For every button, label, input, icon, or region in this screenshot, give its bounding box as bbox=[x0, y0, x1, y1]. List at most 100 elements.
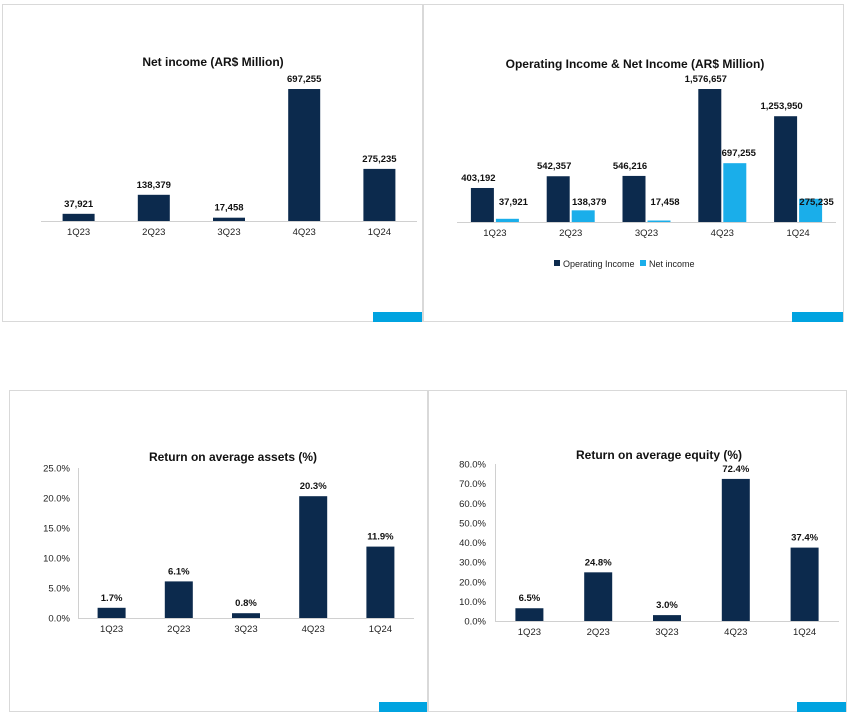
data-label: 20.3% bbox=[300, 481, 327, 492]
data-label: 697,255 bbox=[722, 148, 757, 159]
bar bbox=[232, 613, 260, 618]
y-tick-label: 25.0% bbox=[43, 464, 70, 475]
data-label: 1,576,657 bbox=[685, 74, 727, 85]
chart-title: Net income (AR$ Million) bbox=[142, 55, 283, 69]
bar-net-income bbox=[571, 210, 595, 222]
y-tick-label: 40.0% bbox=[459, 538, 486, 549]
bar-operating-income bbox=[622, 175, 646, 222]
y-tick-label: 80.0% bbox=[459, 460, 486, 471]
bar bbox=[515, 608, 544, 621]
legend-swatch bbox=[640, 260, 646, 266]
data-label: 138,379 bbox=[137, 180, 171, 191]
data-label: 17,458 bbox=[214, 203, 243, 214]
x-tick-label: 3Q23 bbox=[234, 624, 257, 635]
net-income-chart: Net income (AR$ Million) 1Q23 37,921 2Q23 13… bbox=[41, 55, 417, 238]
y-tick-label: 30.0% bbox=[459, 558, 486, 569]
data-label: 37.4% bbox=[791, 533, 818, 544]
legend-swatch bbox=[554, 260, 560, 266]
y-tick-label: 0.0% bbox=[464, 617, 486, 628]
x-tick-label: 1Q24 bbox=[786, 228, 809, 239]
bar bbox=[299, 496, 328, 618]
data-label: 1.7% bbox=[101, 593, 123, 604]
data-label: 72.4% bbox=[722, 464, 749, 475]
data-label: 6.1% bbox=[168, 566, 190, 577]
x-tick-label: 3Q23 bbox=[635, 228, 658, 239]
x-tick-label: 4Q23 bbox=[302, 624, 325, 635]
x-tick-label: 1Q24 bbox=[793, 627, 816, 638]
accent-tab bbox=[797, 702, 846, 712]
accent-tab bbox=[379, 702, 427, 712]
operating-vs-net-income-chart-panel: Operating Income & Net Income (AR$ Milli… bbox=[423, 4, 844, 322]
data-label: 275,235 bbox=[362, 154, 397, 165]
bar bbox=[721, 478, 750, 621]
bar-operating-income bbox=[470, 187, 494, 222]
y-tick-label: 70.0% bbox=[459, 479, 486, 490]
x-tick-label: 4Q23 bbox=[724, 627, 747, 638]
y-tick-label: 15.0% bbox=[43, 524, 70, 535]
bar-operating-income bbox=[546, 176, 570, 222]
data-label: 697,255 bbox=[287, 74, 322, 85]
y-tick-label: 20.0% bbox=[43, 494, 70, 505]
x-tick-label: 3Q23 bbox=[655, 627, 678, 638]
data-label: 542,357 bbox=[537, 161, 571, 172]
x-tick-label: 2Q23 bbox=[142, 227, 165, 238]
chart-title: Operating Income & Net Income (AR$ Milli… bbox=[506, 57, 765, 71]
x-tick-label: 1Q23 bbox=[483, 228, 506, 239]
data-label: 546,216 bbox=[613, 161, 647, 172]
bar bbox=[288, 89, 321, 221]
bar bbox=[62, 213, 95, 221]
y-tick-label: 60.0% bbox=[459, 499, 486, 510]
bar bbox=[584, 572, 613, 621]
data-label: 17,458 bbox=[650, 197, 679, 208]
bar-net-income bbox=[647, 220, 671, 222]
legend-label: Net income bbox=[649, 259, 695, 269]
data-label: 24.8% bbox=[585, 557, 612, 568]
data-label: 0.8% bbox=[235, 598, 257, 609]
bar bbox=[97, 607, 126, 618]
x-tick-label: 1Q23 bbox=[67, 227, 90, 238]
x-tick-label: 4Q23 bbox=[293, 227, 316, 238]
bar bbox=[790, 547, 819, 621]
accent-tab bbox=[792, 312, 843, 322]
roae-chart: Return on average equity (%) 0.0% 10.0% 20.… bbox=[459, 448, 839, 638]
x-tick-label: 1Q23 bbox=[100, 624, 123, 635]
operating-vs-net-income-chart: Operating Income & Net Income (AR$ Milli… bbox=[457, 57, 836, 269]
y-tick-label: 20.0% bbox=[459, 577, 486, 588]
bar-operating-income bbox=[774, 116, 798, 222]
x-tick-label: 3Q23 bbox=[217, 227, 240, 238]
y-tick-label: 10.0% bbox=[459, 597, 486, 608]
x-tick-label: 1Q24 bbox=[368, 227, 391, 238]
x-tick-label: 2Q23 bbox=[587, 627, 610, 638]
y-tick-label: 0.0% bbox=[48, 614, 70, 625]
data-label: 37,921 bbox=[499, 197, 529, 208]
x-tick-label: 2Q23 bbox=[167, 624, 190, 635]
bar bbox=[363, 168, 396, 221]
roaa-chart-panel: Return on average assets (%) 0.0% 5.0% 10.0… bbox=[9, 390, 428, 712]
bar bbox=[213, 217, 245, 221]
data-label: 403,192 bbox=[461, 173, 495, 184]
y-tick-label: 50.0% bbox=[459, 518, 486, 529]
bar-net-income bbox=[799, 198, 823, 222]
bar-operating-income bbox=[698, 89, 722, 222]
x-tick-label: 1Q24 bbox=[369, 624, 392, 635]
data-label: 6.5% bbox=[519, 593, 541, 604]
data-label: 1,253,950 bbox=[760, 101, 802, 112]
bar bbox=[164, 581, 193, 618]
data-label: 138,379 bbox=[572, 197, 606, 208]
x-tick-label: 1Q23 bbox=[518, 627, 541, 638]
y-tick-label: 5.0% bbox=[48, 584, 70, 595]
data-label: 275,235 bbox=[799, 197, 834, 208]
data-label: 37,921 bbox=[64, 199, 94, 210]
data-label: 3.0% bbox=[656, 600, 678, 611]
bar bbox=[137, 194, 170, 221]
data-label: 11.9% bbox=[367, 532, 394, 543]
legend-label: Operating Income bbox=[563, 259, 635, 269]
chart-title: Return on average equity (%) bbox=[576, 448, 742, 462]
chart-title: Return on average assets (%) bbox=[149, 450, 317, 464]
net-income-chart-panel: Net income (AR$ Million) 1Q23 37,921 2Q23 13… bbox=[2, 4, 423, 322]
bar-net-income bbox=[723, 163, 747, 222]
bar bbox=[653, 615, 681, 621]
y-tick-label: 10.0% bbox=[43, 554, 70, 565]
bar bbox=[366, 546, 395, 618]
roae-chart-panel: Return on average equity (%) 0.0% 10.0% 20.… bbox=[428, 390, 847, 712]
